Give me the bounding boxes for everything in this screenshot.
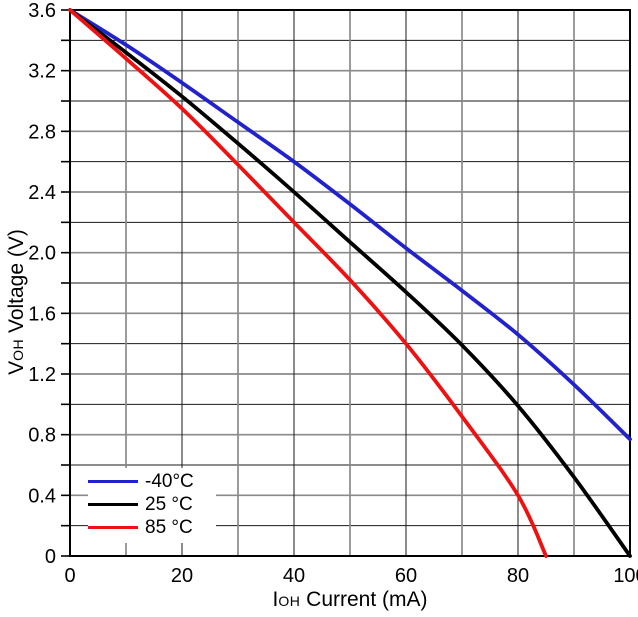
x-axis-label-rest: Current (mA) [300,588,428,611]
legend-line-85c [88,526,138,529]
legend-item-neg40c: -40°C [88,472,216,491]
y-axis-title: VOH Voltage (V) [5,229,29,375]
y-axis-symbol: V [5,360,28,375]
plot-frame [69,9,631,557]
x-axis-title: IOH Current (mA) [272,588,427,612]
legend-line-neg40c [88,480,138,483]
legend-item-25c: 25 °C [88,495,216,514]
curve-25c [68,8,632,558]
legend-item-85c: 85 °C [88,518,216,537]
x-tick-label: 100 [613,565,638,587]
x-tick-label: 80 [507,565,529,587]
legend: -40°C 25 °C 85 °C [88,468,216,543]
y-tick-label: 0.4 [28,485,56,507]
y-tick-label: 0.8 [28,425,56,447]
x-tick-label: 60 [395,565,417,587]
y-tick-label: 2.4 [28,182,56,204]
y-tick-label: 2.8 [28,121,56,143]
x-axis-symbol: I [272,588,279,611]
legend-label-85c: 85 °C [145,517,193,538]
y-tick-label: 2.0 [28,243,56,265]
y-tick-label: 0 [45,546,56,568]
y-tick-label: 1.6 [28,303,56,325]
curve-neg40c [68,8,632,442]
curve-85c [68,8,548,558]
legend-line-25c [88,503,138,506]
legend-label-neg40c: -40°C [145,471,194,492]
y-axis-label-rest: Voltage (V) [5,229,28,339]
y-tick-label: 1.2 [28,364,56,386]
legend-label-25c: 25 °C [145,494,193,515]
y-axis-subscript: OH [10,338,26,361]
x-tick-label: 0 [64,565,75,587]
x-tick-label: 20 [171,565,193,587]
y-tick-label: 3.2 [28,61,56,83]
x-tick-label: 40 [283,565,305,587]
y-tick-label: 3.6 [28,0,56,22]
x-axis-subscript: OH [278,593,301,609]
